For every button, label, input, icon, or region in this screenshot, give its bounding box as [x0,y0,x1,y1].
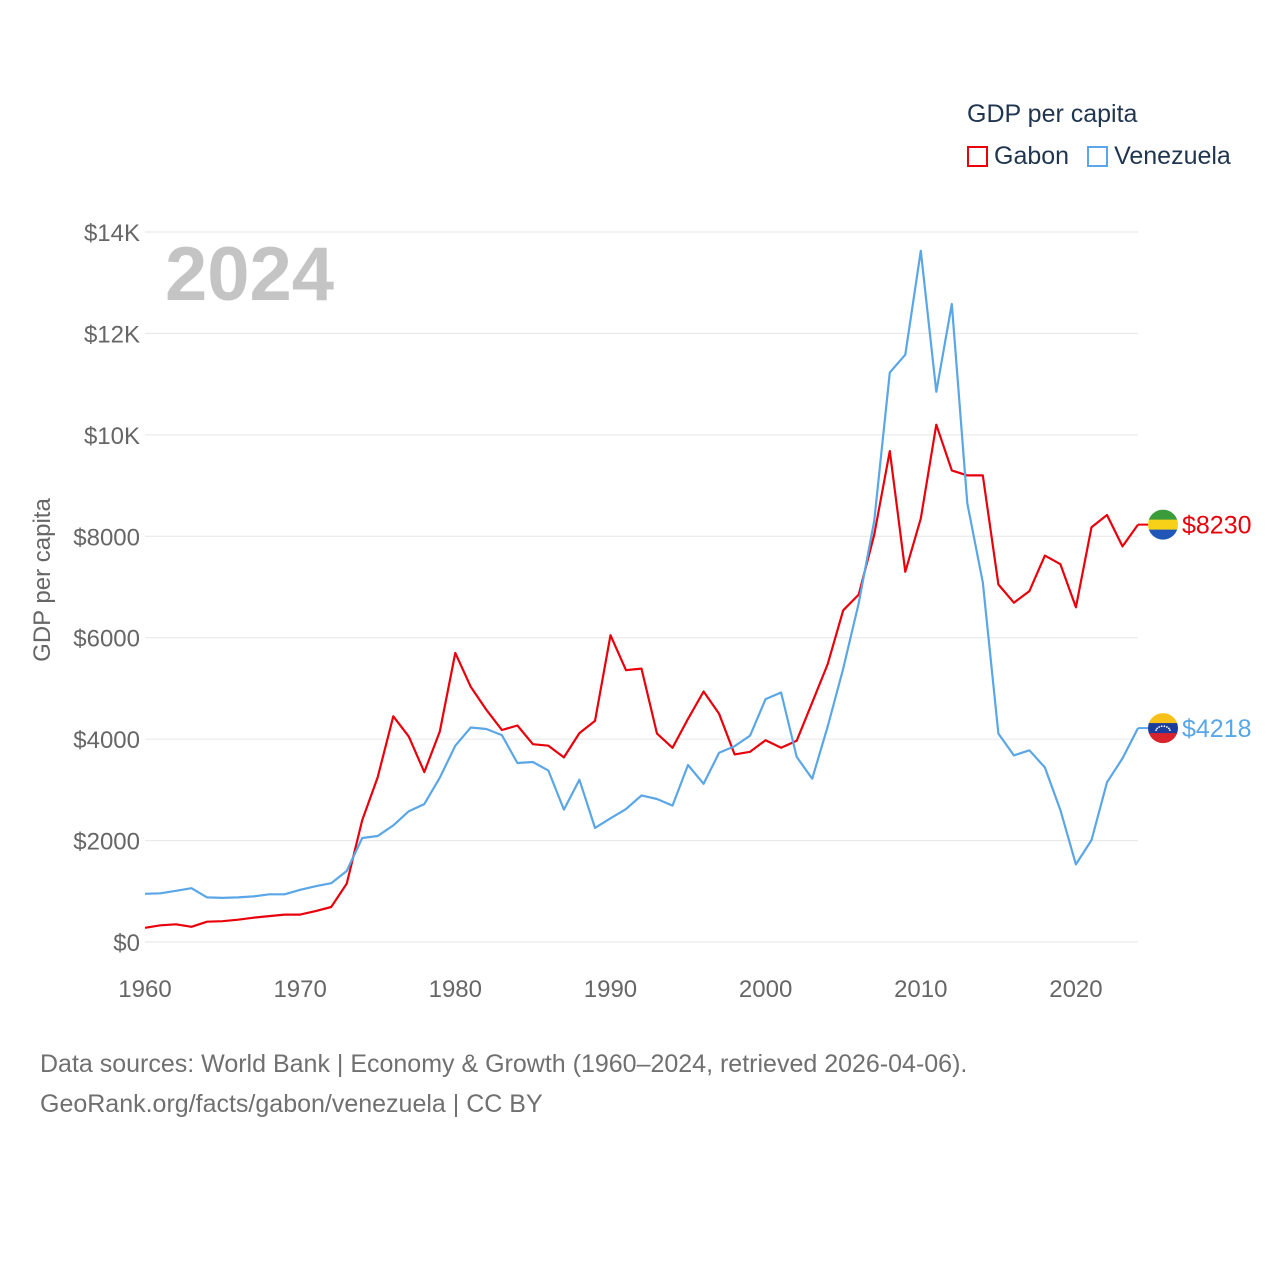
y-axis-label: GDP per capita [29,498,56,662]
gabon-flag-icon [1148,509,1178,540]
sources-line-2[interactable]: GeoRank.org/facts/gabon/venezuela | CC B… [40,1090,543,1118]
y-tick-label: $6000 [73,626,140,653]
legend-label-venezuela: Venezuela [1114,142,1231,170]
series-end-markers: $8230 $4218 [1138,509,1252,744]
venezuela-flag-icon [1148,713,1178,744]
x-tick-label: 2000 [739,976,792,1003]
x-tick-label: 1980 [429,976,482,1003]
x-tick-label: 1970 [273,976,326,1003]
series-line-venezuela [144,249,1139,900]
x-axis-ticks: 1960 1970 1980 1990 2000 2010 2020 [118,976,1102,1003]
x-tick-label: 2010 [894,976,947,1003]
legend-swatch-gabon [967,146,988,167]
legend-title: GDP per capita [967,100,1138,128]
legend-item-gabon[interactable]: Gabon [967,142,1069,171]
x-tick-label: 1960 [118,976,171,1003]
grid-lines [145,231,1138,943]
x-tick-label: 1990 [584,976,637,1003]
x-tick-label: 2020 [1049,976,1102,1003]
data-sources: Data sources: World Bank | Economy & Gro… [40,1044,967,1124]
end-value-label-venezuela: $4218 [1182,715,1252,743]
y-tick-label: $8000 [73,524,140,551]
y-tick-label: $2000 [73,829,140,856]
legend-swatch-venezuela [1087,146,1109,167]
y-tick-label: $4000 [73,727,140,754]
sources-line-1: Data sources: World Bank | Economy & Gro… [40,1050,968,1078]
series-lines [144,249,1139,929]
legend-item-venezuela[interactable]: Venezuela [1087,142,1231,171]
year-watermark: 2024 [165,232,334,317]
legend-label-gabon: Gabon [994,142,1070,170]
series-line-gabon [144,423,1139,929]
end-value-label-gabon: $8230 [1182,512,1252,540]
y-tick-label: $10K [84,423,140,450]
legend: Gabon Venezuela [967,142,1249,171]
y-axis-ticks: $0 $2000 $4000 $6000 $8000 $10K $12K $14K [73,220,140,957]
y-tick-label: $14K [84,220,140,247]
y-tick-label: $12K [84,321,140,348]
y-tick-label: $0 [113,930,140,957]
